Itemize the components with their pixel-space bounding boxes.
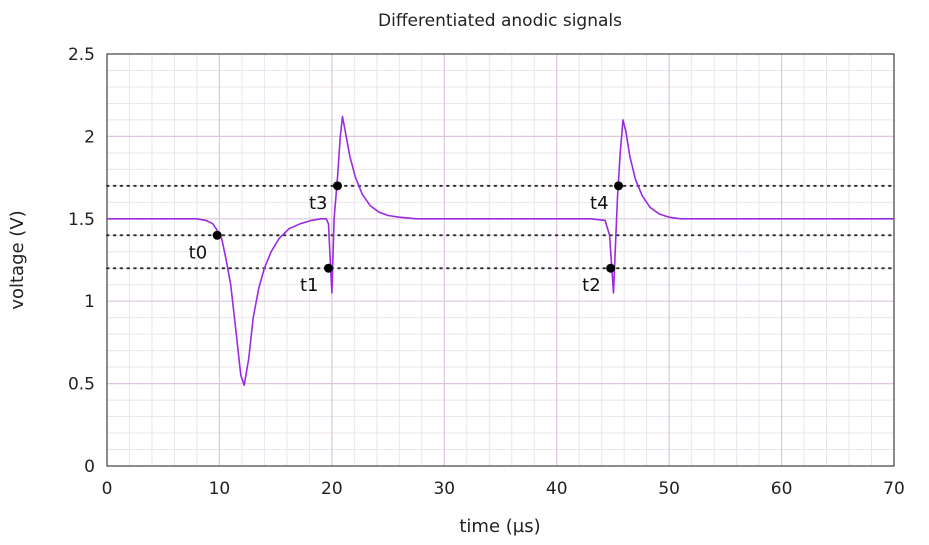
x-axis-title: time (µs) <box>459 516 540 537</box>
x-tick-label: 50 <box>658 479 680 499</box>
minor-grid <box>107 54 894 466</box>
marker-t1-label: t1 <box>300 275 319 296</box>
x-tick-label: 10 <box>209 479 231 499</box>
marker-t3-point <box>332 181 342 191</box>
y-tick-label: 0 <box>84 457 95 477</box>
marker-t1-point <box>323 263 333 273</box>
x-tick-label: 70 <box>883 479 905 499</box>
marker-t0-point <box>212 230 222 240</box>
y-tick-label: 1 <box>84 292 95 312</box>
marker-t3-label: t3 <box>309 193 328 214</box>
threshold-lines <box>106 184 895 270</box>
y-axis-title: voltage (V) <box>7 210 28 309</box>
y-tick-labels: 0 0.5 1 1.5 2 2.5 <box>68 45 95 477</box>
markers: t0 t1 t3 t2 t4 <box>189 181 624 296</box>
x-tick-label: 0 <box>102 479 113 499</box>
marker-t4-point <box>614 181 624 191</box>
y-tick-label: 2 <box>84 127 95 147</box>
marker-t4-label: t4 <box>590 193 609 214</box>
major-grid <box>106 53 895 467</box>
x-tick-label: 30 <box>433 479 455 499</box>
signal-line <box>107 115 894 386</box>
chart-title: Differentiated anodic signals <box>378 11 622 31</box>
y-tick-label: 2.5 <box>68 45 95 65</box>
x-tick-label: 40 <box>546 479 568 499</box>
plot-frame <box>106 53 895 467</box>
y-tick-label: 0.5 <box>68 375 95 395</box>
x-tick-labels: 0 10 20 30 40 50 60 70 <box>102 479 905 499</box>
x-tick-label: 60 <box>771 479 793 499</box>
x-tick-label: 20 <box>321 479 343 499</box>
marker-t0-label: t0 <box>189 242 208 263</box>
marker-t2-point <box>606 263 616 273</box>
y-tick-label: 1.5 <box>68 210 95 230</box>
marker-t2-label: t2 <box>582 275 601 296</box>
